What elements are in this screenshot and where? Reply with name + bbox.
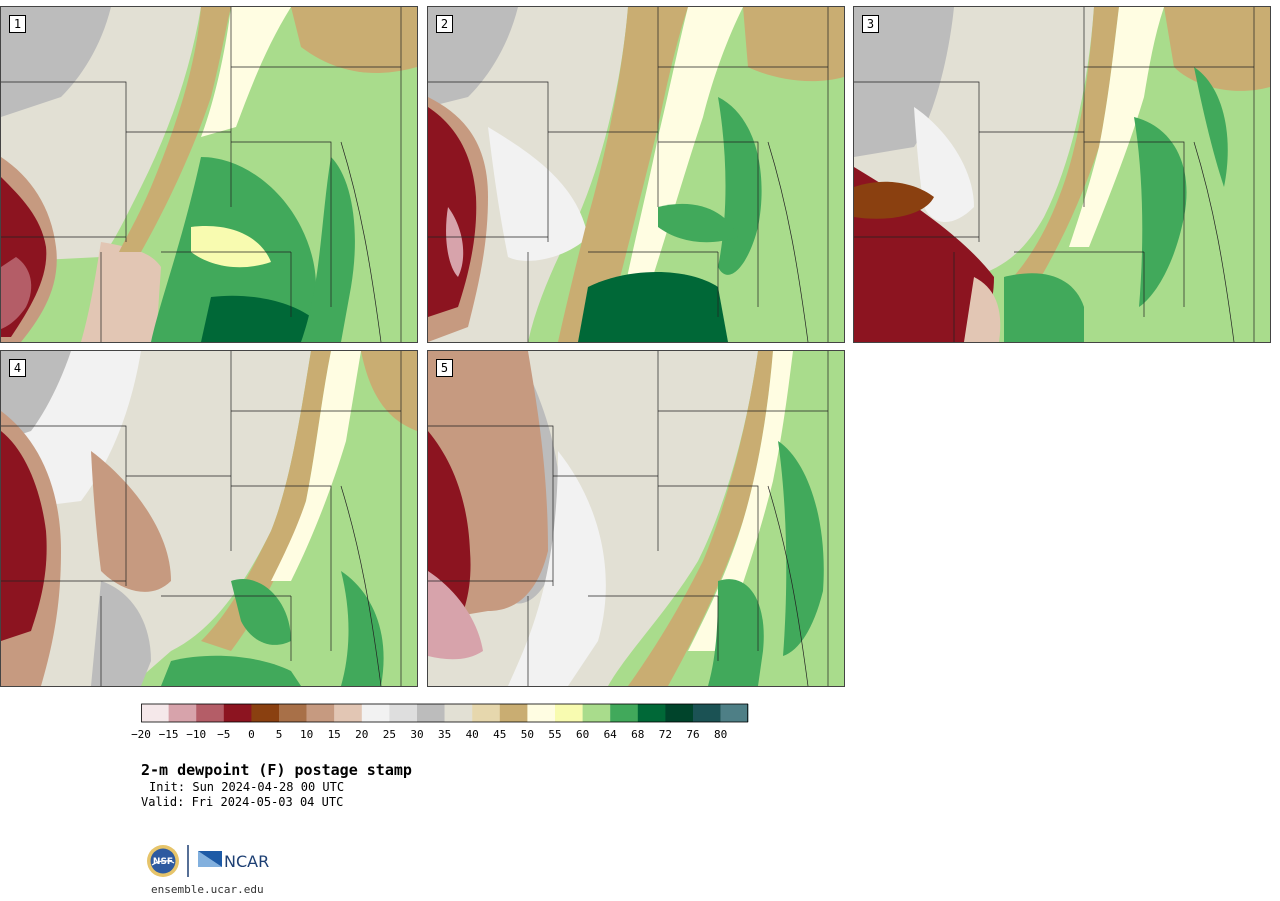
map-panel-1: 1 [0,6,418,343]
colorbar-swatch [693,704,721,722]
colorbar-swatch [417,704,445,722]
colorbar-swatch [582,704,611,722]
panel-label: 1 [9,15,26,33]
colorbar-ticks: −20 −15 −10 −5 0 5 10 15 20 25 30 35 40 45 50 55 60 64 68 7… [131,728,771,742]
panel-label: 4 [9,359,26,377]
colorbar-swatch [334,704,362,722]
map-panel-4: 4 [0,350,418,687]
colorbar-swatch [141,704,169,722]
panel-label: 2 [436,15,453,33]
init-time: Init: Sun 2024-04-28 00 UTC [149,780,345,794]
colorbar-swatch [251,704,280,722]
nsf-ncar-logo: NSF NCAR [147,845,269,877]
dewpoint-map-4 [1,351,417,686]
colorbar-tick-label: −15 [158,728,179,741]
colorbar-tick-label: −5 [217,728,231,741]
colorbar-swatch [499,704,528,722]
colorbar-tick-label: 68 [631,728,645,741]
colorbar-swatch [527,704,556,722]
dewpoint-map-5 [428,351,844,686]
colorbar-swatch [389,704,418,722]
colorbar-tick-label: −10 [186,728,207,741]
dewpoint-map-3 [854,7,1270,342]
dewpoint-colorbar [141,703,749,723]
colorbar-tick-label: 50 [520,728,535,741]
colorbar-tick-label: 20 [355,728,369,741]
colorbar-swatch [720,704,749,722]
colorbar-tick-label: −20 [131,728,151,741]
colorbar-swatch [279,704,307,722]
colorbar-swatch [196,704,224,722]
colorbar-swatch [665,704,694,722]
map-panel-3: 3 [853,6,1271,343]
panel-label: 3 [862,15,879,33]
map-panel-5: 5 [427,350,845,687]
valid-time: Valid: Fri 2024-05-03 04 UTC [141,795,344,809]
colorbar-border [141,703,749,723]
nsf-text: NSF [153,857,173,867]
colorbar-tick-label: 64 [603,728,617,741]
colorbar-tick-label: 55 [548,728,562,741]
colorbar-tick-label: 76 [686,728,700,741]
colorbar-swatch [361,704,390,722]
colorbar-tick-label: 72 [658,728,673,741]
colorbar-tick-label: 40 [465,728,479,741]
dewpoint-map-1 [1,7,417,342]
ncar-text: NCAR [224,852,269,871]
colorbar-tick-label: 30 [410,728,424,741]
colorbar-tick-label: 0 [248,728,255,741]
site-url: ensemble.ucar.edu [151,883,264,896]
colorbar-swatch [168,704,197,722]
colorbar-tick-label: 10 [299,728,314,741]
colorbar-tick-label: 5 [275,728,283,741]
colorbar-swatch [306,704,335,722]
colorbar-swatch [555,704,583,722]
colorbar-swatch [444,704,473,722]
dewpoint-map-2 [428,7,844,342]
map-panel-2: 2 [427,6,845,343]
colorbar-tick-label: 45 [493,728,507,741]
colorbar-swatch [610,704,638,722]
colorbar-tick-label: 80 [713,728,728,741]
colorbar-swatch [472,704,500,722]
colorbar-tick-label: 25 [382,728,397,741]
chart-title: 2-m dewpoint (F) postage stamp [141,761,412,779]
colorbar-swatch [223,704,252,722]
colorbar-tick-label: 35 [437,728,452,741]
colorbar-swatch [637,704,666,722]
panel-label: 5 [436,359,453,377]
colorbar-tick-label: 15 [327,728,341,741]
colorbar-tick-label: 60 [575,728,590,741]
